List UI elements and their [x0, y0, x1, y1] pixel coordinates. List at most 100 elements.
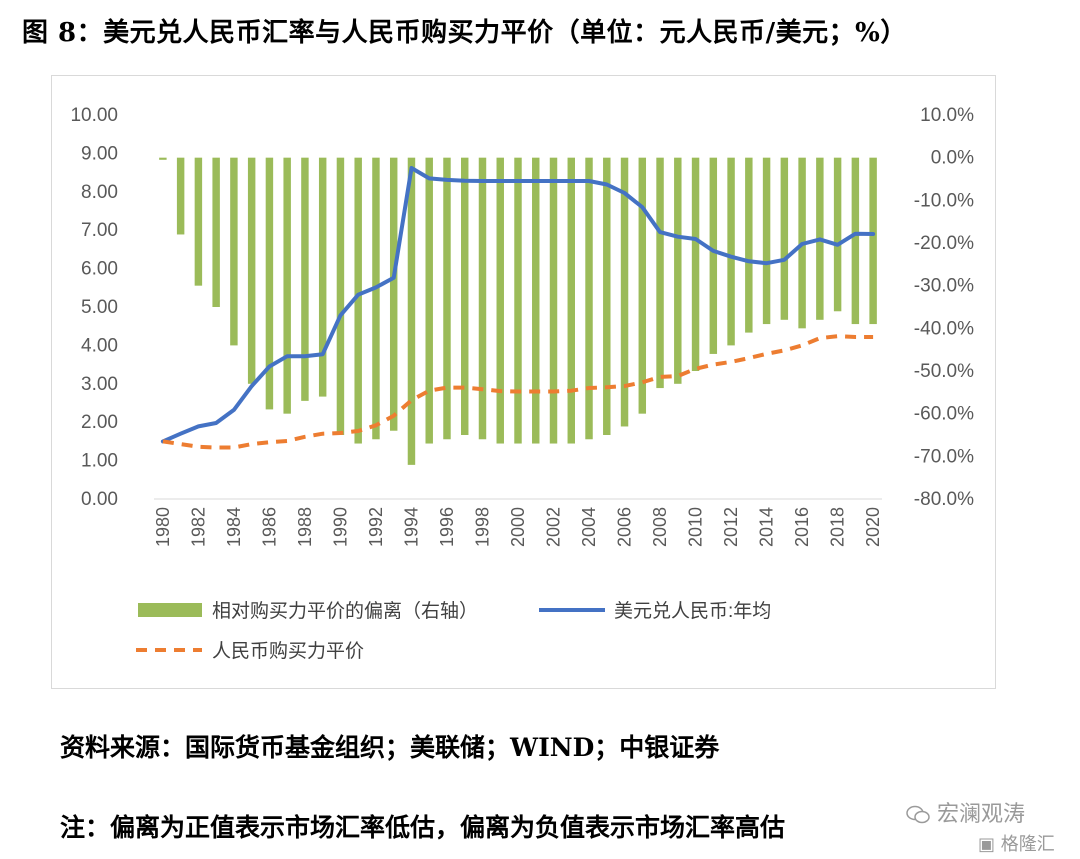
bar — [372, 157, 380, 440]
right-tick-label: -10.0% — [914, 190, 974, 211]
x-axis-ticks: 1980 1982 1984 1986 1988 1990 1992 1994 1996 1998… — [153, 507, 883, 547]
left-tick-label: 3.00 — [81, 374, 118, 395]
bar — [638, 157, 647, 414]
right-tick-label: -80.0% — [914, 489, 974, 510]
bar — [265, 157, 274, 410]
bar — [762, 157, 771, 325]
bar — [336, 157, 345, 435]
wechat-account-name: 宏澜观涛 — [937, 802, 1026, 827]
left-tick-label: 5.00 — [81, 297, 118, 318]
x-tick-label: 2016 — [792, 507, 812, 547]
x-tick-label: 2020 — [863, 507, 883, 547]
bar — [851, 157, 860, 325]
x-tick-label: 2000 — [508, 507, 528, 547]
right-tick-label: -60.0% — [914, 404, 974, 425]
x-tick-label: 1988 — [295, 507, 315, 547]
bar — [230, 157, 238, 346]
x-tick-label: 1996 — [437, 507, 457, 547]
left-tick-label: 8.00 — [81, 182, 118, 203]
bar — [674, 157, 682, 384]
bar-series — [159, 157, 877, 465]
bar — [212, 157, 220, 307]
bar — [514, 157, 522, 444]
x-tick-label: 1990 — [330, 507, 350, 547]
left-tick-label: 2.00 — [81, 412, 118, 433]
wechat-watermark: 宏澜观涛 — [906, 796, 1025, 828]
bar — [833, 157, 842, 312]
bar — [283, 157, 291, 414]
right-tick-label: -20.0% — [914, 233, 974, 254]
x-tick-label: 2002 — [544, 507, 564, 547]
bar — [318, 157, 327, 397]
left-tick-label: 1.00 — [81, 451, 118, 472]
brand-logo-icon: ▣ — [978, 834, 996, 855]
bar — [727, 157, 735, 346]
right-tick-label: -40.0% — [914, 318, 974, 339]
bar — [620, 157, 629, 427]
bar — [549, 157, 558, 444]
bar — [354, 157, 362, 444]
brand-watermark: ▣ 格隆汇 — [978, 830, 1055, 856]
x-tick-label: 2004 — [579, 507, 599, 547]
x-tick-label: 1982 — [188, 507, 208, 547]
bar — [656, 157, 664, 389]
x-tick-label: 2006 — [615, 507, 635, 547]
left-tick-label: 4.00 — [81, 335, 118, 356]
left-tick-label: 6.00 — [81, 259, 118, 280]
bar — [301, 157, 309, 401]
right-tick-label: 10.0% — [920, 105, 974, 126]
bar — [709, 157, 718, 354]
bar — [425, 157, 433, 444]
x-tick-label: 1986 — [259, 507, 279, 547]
bar — [567, 157, 575, 444]
left-tick-label: 7.00 — [81, 220, 118, 241]
wechat-icon — [906, 805, 930, 825]
x-tick-label: 2010 — [686, 507, 706, 547]
chart-svg: 0.00 1.00 2.00 3.00 4.00 5.00 6.00 7.00 8.00 9.00… — [70, 105, 974, 662]
left-tick-label: 0.00 — [81, 489, 118, 510]
right-tick-label: -30.0% — [914, 276, 974, 297]
x-tick-label: 1980 — [153, 507, 173, 547]
bar — [478, 157, 487, 440]
legend-ppp-label: 人民币购买力平价 — [212, 640, 364, 662]
x-tick-label: 1984 — [224, 507, 244, 547]
bar — [603, 157, 611, 435]
bar — [532, 157, 540, 444]
left-tick-label: 10.00 — [70, 105, 118, 126]
left-tick-label: 9.00 — [81, 143, 118, 164]
legend-bar-label: 相对购买力平价的偏离（右轴） — [212, 600, 478, 622]
x-tick-label: 2018 — [828, 507, 848, 547]
footnote: 注：偏离为正值表示市场汇率低估，偏离为负值表示市场汇率高估 — [60, 813, 786, 842]
bar — [443, 157, 451, 440]
bar — [247, 157, 256, 384]
x-tick-label: 1998 — [472, 507, 492, 547]
right-tick-label: 0.0% — [931, 148, 974, 169]
ppp-line — [162, 334, 874, 450]
x-tick-label: 2012 — [721, 507, 741, 547]
legend-fx-label: 美元兑人民币:年均 — [614, 600, 771, 622]
bar — [585, 157, 593, 440]
bar — [461, 157, 469, 435]
chart-frame: 0.00 1.00 2.00 3.00 4.00 5.00 6.00 7.00 8.00 9.00… — [51, 75, 996, 689]
bar — [407, 157, 416, 465]
x-tick-label: 2014 — [757, 507, 777, 547]
x-tick-label: 1992 — [366, 507, 386, 547]
fx-rate-line — [160, 166, 876, 444]
bar — [745, 157, 753, 333]
x-tick-label: 1994 — [401, 507, 421, 547]
right-axis-ticks: -80.0% -70.0% -60.0% -50.0% -40.0% -30.0% -20.… — [914, 105, 974, 510]
brand-name: 格隆汇 — [1000, 834, 1055, 855]
bar — [176, 157, 185, 235]
bar — [869, 157, 877, 325]
legend-bar-swatch — [138, 603, 202, 617]
bar — [389, 157, 398, 431]
x-tick-label: 2008 — [650, 507, 670, 547]
bar — [159, 157, 167, 160]
bar — [194, 157, 203, 286]
source-note: 资料来源：国际货币基金组织；美联储；WIND；中银证券 — [60, 733, 720, 762]
right-tick-label: -70.0% — [914, 446, 974, 467]
left-axis-ticks: 0.00 1.00 2.00 3.00 4.00 5.00 6.00 7.00 8.00 9.00… — [70, 105, 118, 510]
right-tick-label: -50.0% — [914, 361, 974, 382]
figure-title: 图 8：美元兑人民币汇率与人民币购买力平价（单位：元人民币/美元；%） — [22, 18, 907, 48]
